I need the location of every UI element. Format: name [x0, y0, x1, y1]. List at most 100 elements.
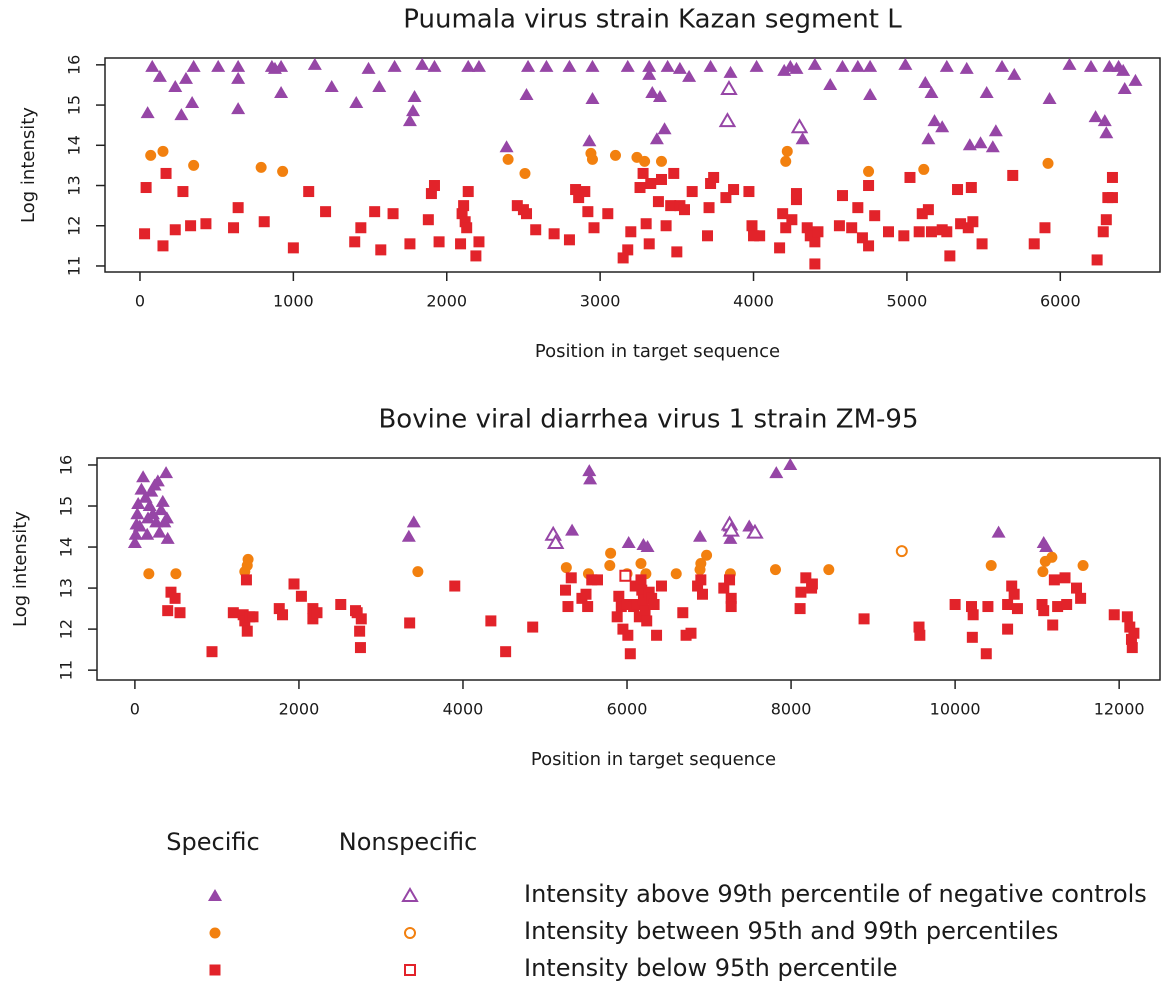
square-marker	[288, 578, 300, 590]
square-marker	[1125, 633, 1137, 645]
square-marker	[1106, 171, 1118, 183]
square-marker	[1028, 238, 1040, 250]
square-marker	[530, 224, 542, 236]
square-marker	[422, 214, 434, 226]
triangle-marker	[160, 531, 175, 544]
square-marker	[351, 607, 363, 619]
square-marker	[1121, 611, 1133, 623]
triangle-marker	[863, 88, 878, 101]
square-marker	[355, 613, 367, 625]
triangle-marker	[130, 507, 145, 520]
square-marker	[404, 238, 416, 250]
square-marker	[806, 578, 818, 590]
square-marker	[615, 601, 627, 613]
triangle-marker	[1062, 57, 1077, 70]
circle-marker	[781, 145, 793, 157]
square-marker	[836, 190, 848, 202]
triangle-marker	[720, 79, 738, 95]
square-marker	[456, 208, 468, 220]
square-marker	[913, 226, 925, 238]
triangle-marker	[585, 92, 600, 105]
legend-symbol	[404, 964, 416, 976]
square-marker	[624, 648, 636, 660]
square-marker	[629, 580, 641, 592]
square-marker	[652, 196, 664, 208]
triangle-marker	[991, 525, 1006, 538]
x-tick-label: 0	[135, 292, 145, 311]
square-marker	[967, 609, 979, 621]
circle-marker	[985, 560, 997, 572]
triangle-marker	[499, 140, 514, 153]
square-marker	[1039, 222, 1051, 234]
square-marker	[404, 617, 416, 629]
circle-marker	[560, 562, 572, 574]
triangle-marker	[155, 494, 170, 507]
square-marker	[746, 220, 758, 232]
square-marker	[913, 621, 925, 633]
square-marker	[976, 238, 988, 250]
triangle-marker	[406, 515, 421, 528]
y-tick-label: 16	[65, 55, 84, 75]
circle-marker	[277, 165, 289, 177]
legend-column-header: Specific	[166, 828, 259, 856]
triangle-marker	[973, 136, 988, 149]
square-marker	[708, 171, 720, 183]
square-marker	[586, 574, 598, 586]
square-marker	[591, 574, 603, 586]
square-marker	[801, 222, 813, 234]
square-marker	[898, 230, 910, 242]
circle-marker	[145, 149, 157, 161]
square-marker	[925, 226, 937, 238]
square-marker	[634, 182, 646, 194]
circle-marker	[519, 167, 531, 179]
triangle-marker	[769, 466, 784, 479]
square-marker	[631, 598, 643, 610]
triangle-marker	[649, 132, 664, 145]
triangle-marker	[1042, 92, 1057, 105]
circle-marker	[586, 153, 598, 165]
square-marker	[980, 648, 992, 660]
circle-marker	[780, 155, 792, 167]
square-marker	[1108, 609, 1120, 621]
y-tick-label: 15	[57, 496, 76, 516]
triangle-marker	[582, 134, 597, 147]
triangle-marker	[585, 59, 600, 72]
square-marker	[625, 226, 637, 238]
square-marker	[355, 222, 367, 234]
triangle-marker	[1088, 110, 1103, 123]
square-marker	[786, 214, 798, 226]
triangle-marker	[995, 59, 1010, 72]
triangle-marker	[583, 472, 598, 485]
triangle-marker	[159, 511, 174, 524]
triangle-marker	[918, 75, 933, 88]
triangle-marker	[274, 59, 289, 72]
x-tick-label: 1000	[273, 292, 314, 311]
y-tick-label: 12	[65, 216, 84, 236]
square-marker	[777, 208, 789, 220]
triangle-marker	[935, 120, 950, 133]
x-tick-label: 2000	[279, 700, 320, 719]
square-marker	[140, 182, 152, 194]
square-marker	[320, 206, 332, 218]
square-marker	[169, 592, 181, 604]
triangle-marker	[924, 85, 939, 98]
square-marker	[470, 250, 482, 262]
square-marker	[1106, 192, 1118, 204]
triangle-marker	[749, 59, 764, 72]
triangle-marker	[128, 527, 143, 540]
x-tick-label: 4000	[733, 292, 774, 311]
legend-label: Intensity below 95th percentile	[524, 954, 898, 982]
square-marker	[462, 186, 474, 198]
square-marker	[718, 582, 730, 594]
square-marker	[949, 598, 961, 610]
circle-marker	[157, 145, 169, 157]
square-marker	[1047, 619, 1059, 631]
square-marker	[696, 588, 708, 600]
triangle-marker	[185, 96, 200, 109]
triangle-marker	[186, 59, 201, 72]
circle-marker	[895, 545, 908, 558]
circle-marker	[639, 155, 651, 167]
square-marker	[651, 629, 663, 641]
square-marker	[433, 236, 445, 248]
